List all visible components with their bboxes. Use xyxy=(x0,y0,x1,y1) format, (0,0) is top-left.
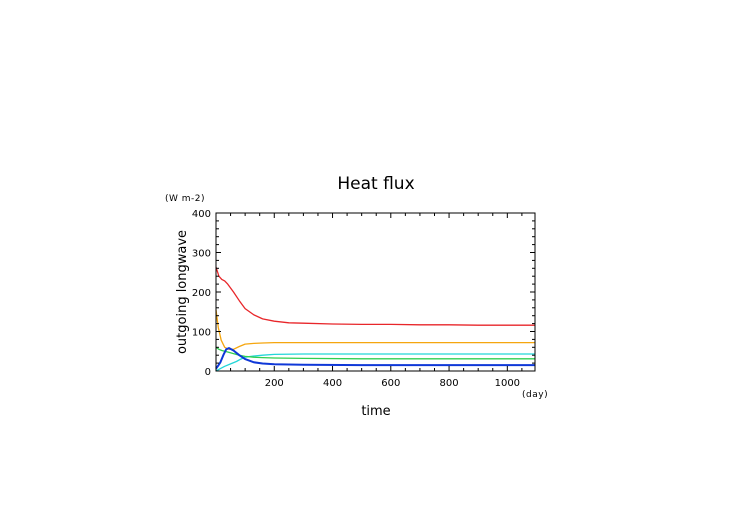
y-tick-label: 300 xyxy=(192,249,211,260)
x-tick-label: 800 xyxy=(440,378,459,389)
chart-title: Heat flux xyxy=(337,174,414,194)
series-line-1 xyxy=(215,266,535,326)
x-tick-label: 200 xyxy=(265,378,284,389)
x-tick-label: 1000 xyxy=(495,378,520,389)
y-axis-label: outgoing longwave xyxy=(175,230,190,354)
y-unit-label: (W m-2) xyxy=(165,194,205,204)
series-line-4 xyxy=(215,346,535,360)
y-tick-label: 0 xyxy=(205,367,211,378)
x-axis-label: time xyxy=(361,404,390,419)
series-layer xyxy=(215,266,535,372)
x-unit-label: (day) xyxy=(522,390,548,400)
x-tick-label: 600 xyxy=(381,378,400,389)
y-tick-label: 400 xyxy=(192,209,211,220)
y-tick-label: 200 xyxy=(192,288,211,299)
plot-frame xyxy=(215,212,536,372)
series-line-3 xyxy=(215,353,535,372)
y-tick-label: 100 xyxy=(192,328,211,339)
ticks-layer: 200 400 600 800 1000 0 100 200 300 400 xyxy=(192,209,535,389)
series-line-5 xyxy=(215,347,535,370)
series-line-2 xyxy=(215,309,535,350)
x-tick-label: 400 xyxy=(323,378,342,389)
